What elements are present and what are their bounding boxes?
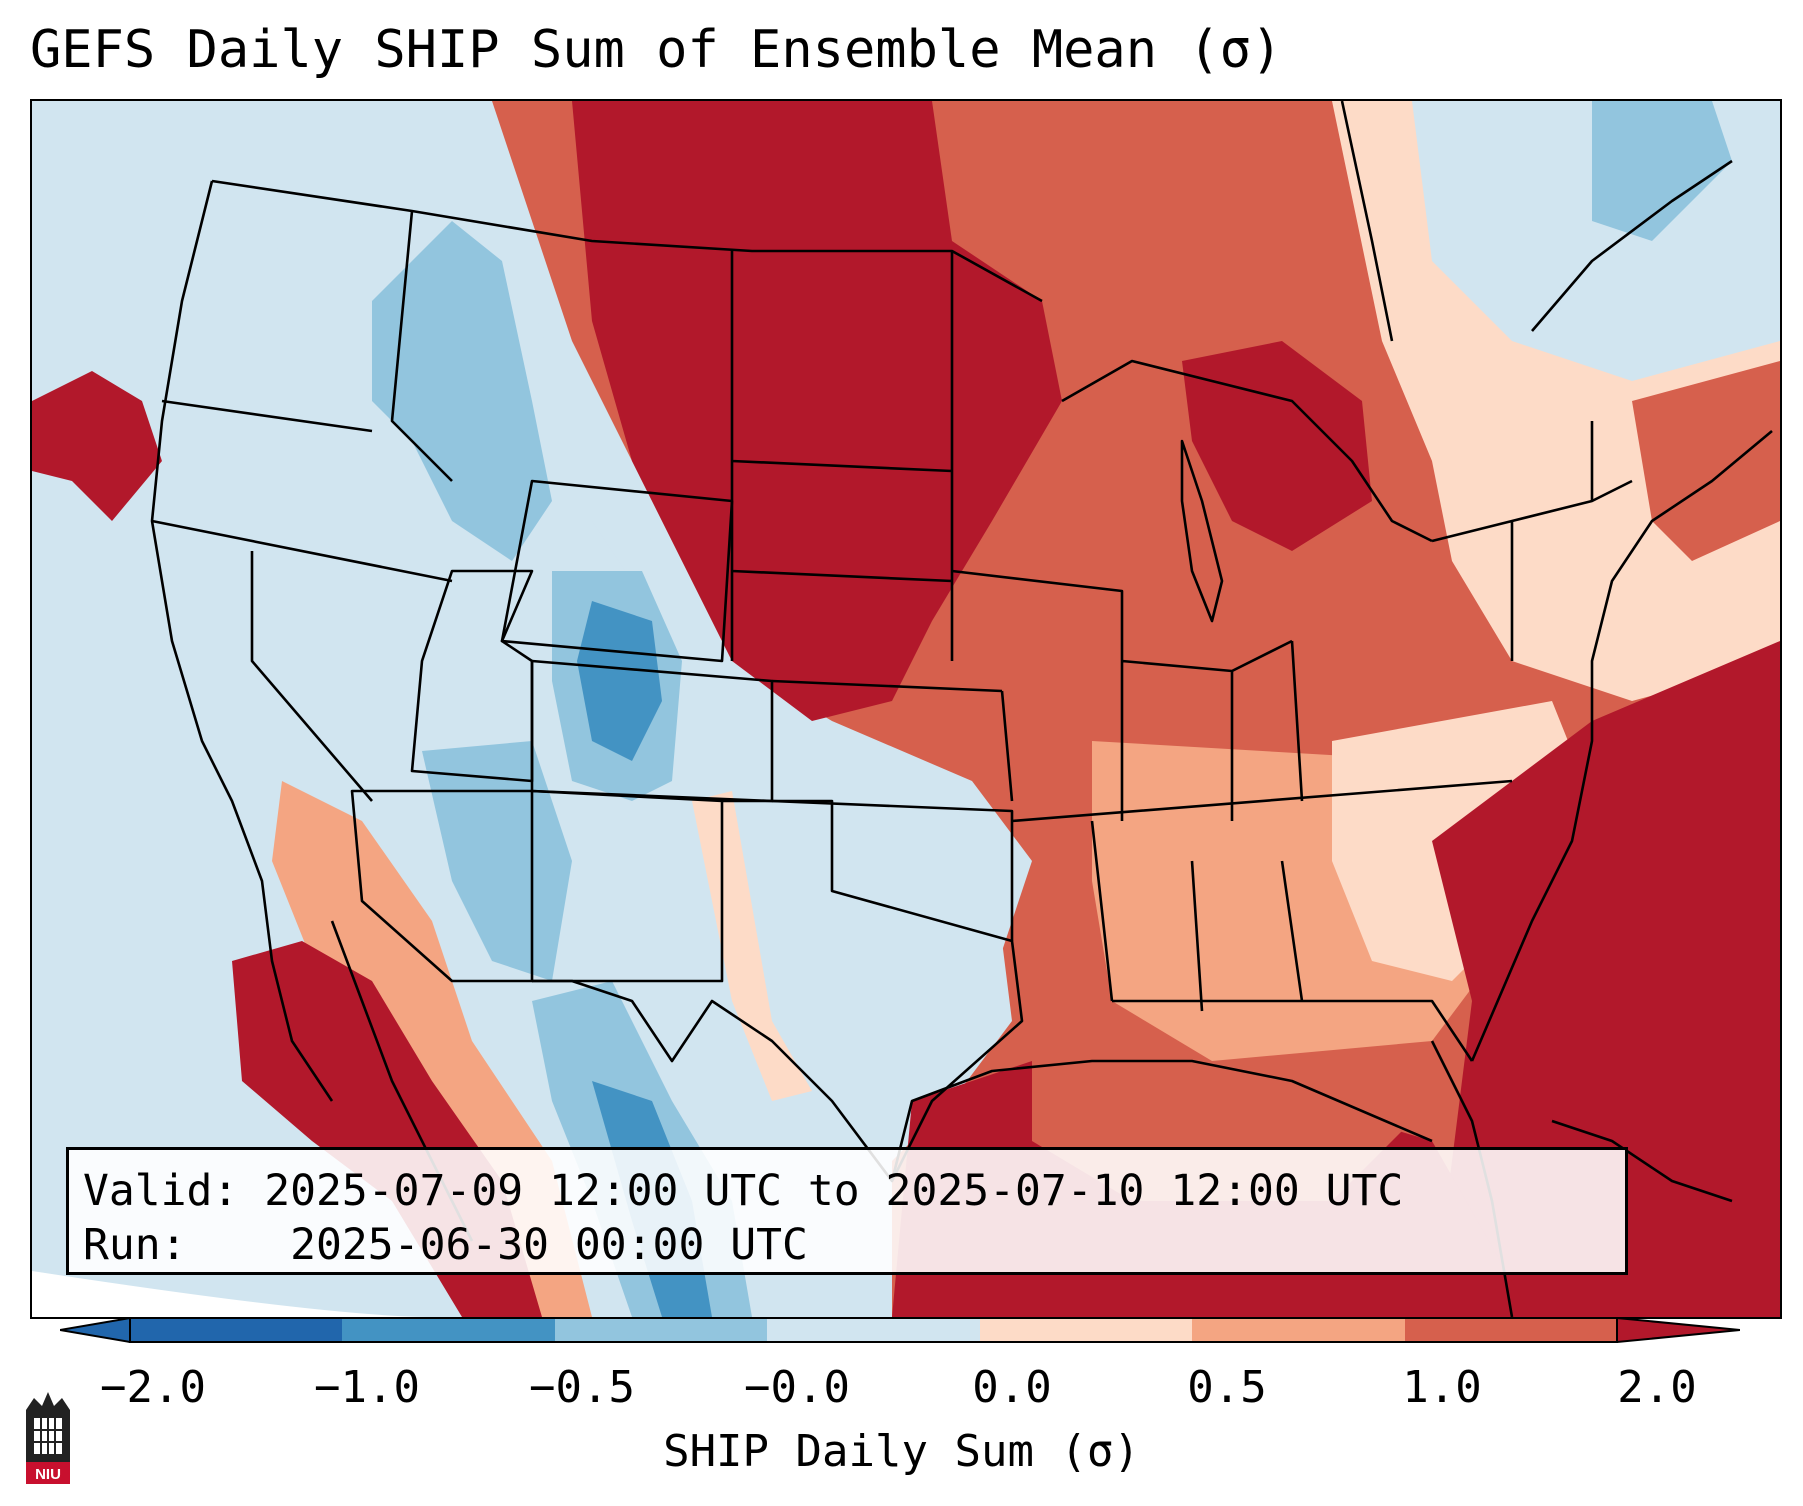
field-southwest-blue <box>422 741 572 981</box>
great-lakes-shoreline <box>1061 359 1433 543</box>
field-quebec-mid-blue <box>1592 101 1732 241</box>
gulf-coastline <box>890 1059 1433 1182</box>
california-nevada-border <box>250 551 373 802</box>
arizona-outline <box>350 789 534 983</box>
southeast-lines <box>1011 779 1513 1062</box>
colorbar-tick-label: −0.0 <box>744 1362 850 1413</box>
colorbar-tick-label: 0.5 <box>1187 1362 1267 1413</box>
colorbar-tick-label: −1.0 <box>314 1362 420 1413</box>
colorbar-tick-label: 0.0 <box>972 1362 1052 1413</box>
off-projection-area-left <box>32 1271 432 1317</box>
field-great-lakes-dark-red <box>1182 341 1372 551</box>
field-idaho-blue <box>372 221 552 561</box>
colorbar-tick-label: −0.5 <box>529 1362 635 1413</box>
field-texas-light-blue <box>722 791 1012 1161</box>
colorbar-bin-6 <box>1192 1318 1405 1342</box>
colorbar-tick-label: 2.0 <box>1617 1362 1697 1413</box>
cuba-outline <box>1551 1119 1733 1203</box>
valid-value: 2025-07-09 12:00 UTC to 2025-07-10 12:00… <box>264 1166 1404 1216</box>
boundary-lines <box>150 101 1773 1317</box>
kansas-oklahoma-lines <box>771 679 1014 941</box>
colorbar-bin-7 <box>1405 1318 1617 1342</box>
colorbar-bin-5 <box>980 1318 1192 1342</box>
new-mexico-outline <box>531 789 724 983</box>
field-dakotas-dark-red <box>572 101 1062 721</box>
field-pacific-red <box>32 371 162 521</box>
niu-logo: NIU <box>26 1392 70 1484</box>
colorbar-bin-4 <box>767 1318 980 1342</box>
niu-logo-text: NIU <box>35 1466 61 1483</box>
west-coastline <box>150 180 334 1102</box>
midwest-lines <box>951 569 1304 821</box>
colorbar-bin-1 <box>130 1318 342 1342</box>
northeast-lines <box>1431 421 1633 661</box>
oregon-nevada-border <box>151 519 453 583</box>
ship-anomaly-map <box>32 101 1780 1317</box>
valid-label: Valid: <box>83 1166 239 1216</box>
lake-michigan-outline <box>1180 439 1224 623</box>
us-canada-border <box>211 179 1043 303</box>
idaho-montana-border <box>390 210 453 482</box>
colorbar-extend-high <box>1616 1317 1740 1343</box>
colorbar-bin-3 <box>555 1318 767 1342</box>
map-panel <box>30 99 1782 1319</box>
field-colorado-dark-blue <box>577 601 662 761</box>
colorbar-label: SHIP Daily Sum (σ) <box>663 1426 1140 1477</box>
colorbar-bin-2 <box>342 1318 555 1342</box>
colorbar <box>60 1317 1740 1343</box>
canada-east-lines <box>1340 101 1733 342</box>
dakotas-lines <box>730 251 954 661</box>
validity-info-box: Valid: 2025-07-09 12:00 UTC to 2025-07-1… <box>66 1147 1628 1275</box>
chart-title: GEFS Daily SHIP Sum of Ensemble Mean (σ) <box>30 20 1283 80</box>
colorbar-extend-low <box>60 1317 131 1343</box>
washington-oregon-border <box>161 399 373 433</box>
texas-outline <box>532 799 1024 1183</box>
wyoming-outline <box>500 479 734 663</box>
run-label: Run: <box>83 1220 187 1270</box>
colorbar-tick-label: −2.0 <box>100 1362 206 1413</box>
colorbar-tick-label: 1.0 <box>1402 1362 1482 1413</box>
run-value: 2025-06-30 00:00 UTC <box>290 1220 808 1270</box>
colorbar-outline <box>129 1317 1618 1343</box>
